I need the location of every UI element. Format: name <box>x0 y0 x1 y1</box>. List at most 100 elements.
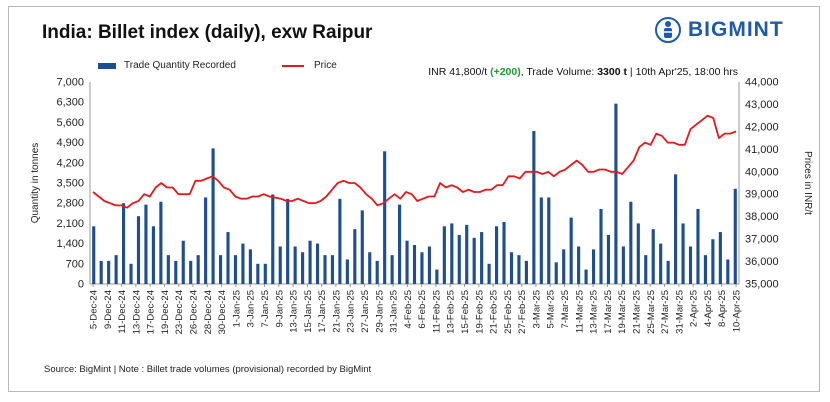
volume-bar <box>577 246 581 284</box>
legend-line-label: Price <box>314 60 337 71</box>
volume-bar <box>211 148 215 284</box>
volume-bar <box>241 243 245 284</box>
y-left-tick-label: 2,100 <box>56 218 84 230</box>
summary-volume: 3300 t <box>597 66 627 78</box>
y-left-tick-label: 3,500 <box>56 178 84 190</box>
volume-bar <box>412 245 417 284</box>
volume-bar <box>345 259 349 284</box>
y-right-tick-label: 42,000 <box>745 121 779 133</box>
x-tick-label: 11-Dec-24 <box>117 290 128 334</box>
volume-bar <box>92 226 96 284</box>
x-tick-label: 7-Mar-25 <box>560 290 571 329</box>
volume-bar <box>562 249 566 284</box>
legend-line-swatch <box>282 64 304 67</box>
y-right-tick-label: 41,000 <box>745 144 779 156</box>
brand-name: BIGMINT <box>688 18 784 41</box>
volume-bar <box>711 239 715 284</box>
volume-bar <box>375 260 379 284</box>
volume-bar <box>420 252 424 284</box>
x-tick-label: 30-Dec-24 <box>217 290 228 334</box>
source-note: Source: BigMint | Note : Billet trade vo… <box>44 364 372 375</box>
y-right-tick-label: 44,000 <box>745 77 779 89</box>
y-right-tick-label: 43,000 <box>745 99 779 111</box>
volume-bar <box>666 260 670 284</box>
x-tick-label: 9-Jan-25 <box>274 290 285 328</box>
volume-bar <box>480 232 484 284</box>
x-tick-label: 17-Mar-25 <box>603 290 614 334</box>
y-left-tick-label: 5,600 <box>56 117 84 129</box>
volume-bar <box>629 201 633 284</box>
volume-bar <box>122 203 126 284</box>
legend-line: Price <box>282 60 337 71</box>
x-tick-label: 9-Dec-24 <box>103 290 114 329</box>
volume-bar <box>107 260 111 284</box>
x-tick-label: 28-Dec-24 <box>203 290 214 334</box>
price-summary: INR 41,800/t (+200), Trade Volume: 3300 … <box>428 66 738 78</box>
x-tick-label: 13-Dec-24 <box>131 290 142 334</box>
globe-icon <box>655 17 681 43</box>
summary-change: (+200) <box>490 66 521 78</box>
volume-bar <box>204 197 208 284</box>
y-left-axis-title: Quantity in tonnes <box>30 143 41 224</box>
volume-bar <box>248 249 252 284</box>
volume-bar <box>621 246 625 284</box>
volume-bar <box>263 263 267 284</box>
x-tick-label: 17-Dec-24 <box>146 290 157 334</box>
x-tick-label: 23-Jan-25 <box>346 290 357 333</box>
volume-bar <box>599 208 603 284</box>
y-left-tick-label: 4,200 <box>56 157 84 169</box>
y-right-tick-label: 39,000 <box>745 189 779 201</box>
x-tick-label: 10-Apr-25 <box>732 290 743 332</box>
volume-bar <box>524 260 528 284</box>
y-left-tick-label: 1,400 <box>56 238 84 250</box>
summary-price: INR 41,800/t <box>428 66 488 78</box>
x-tick-label: 26-Dec-24 <box>189 290 200 334</box>
volume-bar <box>196 255 200 284</box>
x-tick-label: 5-Dec-24 <box>89 290 100 329</box>
volume-bar <box>539 197 543 284</box>
volume-bar <box>644 255 648 284</box>
volume-bar <box>659 243 663 284</box>
x-tick-label: 31-Jan-25 <box>389 290 400 333</box>
volume-bar <box>174 260 178 284</box>
brand-logo: BIGMINT <box>654 16 784 44</box>
volume-bar <box>494 226 499 284</box>
x-tick-label: 21-Jan-25 <box>331 290 342 333</box>
volume-bar <box>368 252 372 284</box>
volume-bar <box>189 260 193 284</box>
volume-bar <box>286 198 290 284</box>
x-tick-label: 3-Jan-25 <box>246 290 257 328</box>
volume-bar <box>144 204 148 284</box>
volume-bar <box>256 263 260 284</box>
volume-bar <box>726 259 730 284</box>
volume-bar <box>696 208 700 284</box>
chart-title: India: Billet index (daily), exw Raipur <box>42 22 373 43</box>
x-tick-label: 7-Jan-25 <box>260 290 271 328</box>
legend-bar: Trade Quantity Recorded <box>98 60 236 71</box>
volume-bar <box>278 246 282 284</box>
y-right-axis-title: Prices in INR/t <box>802 151 813 215</box>
volume-bar <box>151 226 155 284</box>
volume-bar <box>136 216 141 284</box>
volume-bar <box>509 252 514 284</box>
volume-bar <box>606 234 611 284</box>
volume-bar <box>532 131 536 284</box>
x-tick-label: 19-Dec-24 <box>160 290 171 334</box>
x-tick-label: 19-Mar-25 <box>617 290 628 334</box>
volume-bar <box>442 226 446 284</box>
volume-bar <box>233 255 238 284</box>
x-tick-label: 27-Mar-25 <box>660 290 671 334</box>
volume-bar <box>733 188 737 284</box>
volume-bar <box>569 217 573 284</box>
volume-bar <box>301 252 305 284</box>
x-tick-label: 8-Apr-25 <box>717 290 728 327</box>
volume-bar <box>323 255 327 284</box>
y-left-tick-label: 6,300 <box>56 97 84 109</box>
volume-bar <box>651 229 655 284</box>
x-tick-label: 1-Jan-25 <box>231 290 242 328</box>
volume-bar <box>308 240 312 284</box>
y-left-tick-label: 4,900 <box>56 137 84 149</box>
x-tick-label: 4-Apr-25 <box>703 290 714 327</box>
volume-bar <box>293 246 297 284</box>
volume-bar <box>129 263 133 284</box>
